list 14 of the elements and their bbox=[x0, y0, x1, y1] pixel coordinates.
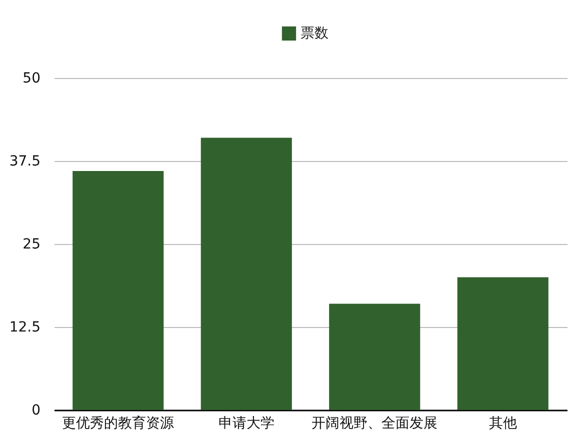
bar bbox=[200, 138, 292, 410]
x-tick-label: 更优秀的教育资源 bbox=[62, 414, 174, 432]
x-tick-label: 申请大学 bbox=[218, 416, 274, 432]
legend-label: 票数 bbox=[300, 26, 328, 42]
y-tick-label: 50 bbox=[22, 70, 40, 86]
x-tick-label: 开阔视野、全面发展 bbox=[312, 416, 438, 432]
bar bbox=[457, 277, 548, 410]
bar bbox=[329, 304, 420, 410]
y-tick-label: 37.5 bbox=[9, 154, 40, 170]
bar bbox=[72, 170, 164, 410]
y-tick-label: 25 bbox=[22, 236, 40, 252]
y-tick-label: 0 bbox=[32, 402, 40, 418]
x-tick-label: 其他 bbox=[488, 416, 517, 432]
y-tick-label: 12.5 bbox=[9, 320, 40, 336]
